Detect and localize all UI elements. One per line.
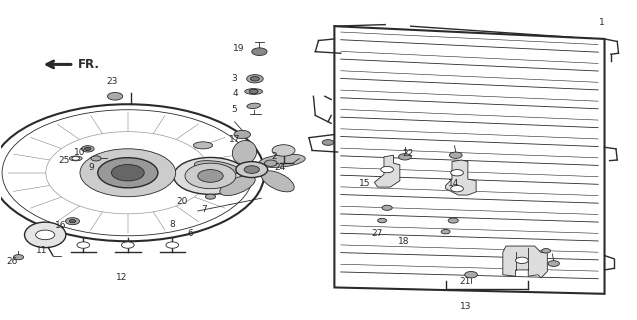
Text: 3: 3 bbox=[232, 74, 238, 83]
Circle shape bbox=[448, 218, 459, 223]
Circle shape bbox=[80, 149, 176, 197]
Circle shape bbox=[244, 166, 259, 173]
Text: 27: 27 bbox=[371, 229, 383, 238]
Circle shape bbox=[166, 242, 178, 248]
Ellipse shape bbox=[259, 154, 305, 167]
Circle shape bbox=[515, 257, 528, 264]
Circle shape bbox=[541, 249, 550, 253]
Text: 25: 25 bbox=[59, 156, 70, 165]
Text: 15: 15 bbox=[359, 180, 370, 188]
Text: 16: 16 bbox=[55, 221, 67, 230]
Ellipse shape bbox=[233, 140, 257, 164]
Text: 1: 1 bbox=[599, 19, 605, 28]
Circle shape bbox=[247, 75, 263, 83]
Ellipse shape bbox=[69, 156, 82, 161]
Text: 7: 7 bbox=[201, 205, 207, 214]
Text: 21: 21 bbox=[459, 277, 470, 286]
Circle shape bbox=[91, 156, 101, 161]
Text: 12: 12 bbox=[116, 273, 127, 282]
Text: 14: 14 bbox=[448, 180, 459, 188]
Circle shape bbox=[2, 110, 254, 236]
Text: 11: 11 bbox=[36, 246, 48, 255]
Circle shape bbox=[111, 164, 144, 181]
Circle shape bbox=[322, 140, 334, 145]
Circle shape bbox=[441, 229, 450, 234]
Circle shape bbox=[464, 271, 477, 278]
Text: 18: 18 bbox=[398, 237, 410, 246]
Text: 20: 20 bbox=[176, 197, 187, 206]
Text: 26: 26 bbox=[6, 258, 18, 267]
Circle shape bbox=[451, 186, 464, 192]
Circle shape bbox=[36, 230, 55, 240]
Circle shape bbox=[46, 132, 210, 214]
Text: 5: 5 bbox=[232, 105, 238, 114]
Circle shape bbox=[77, 242, 90, 248]
Circle shape bbox=[197, 170, 223, 182]
Ellipse shape bbox=[194, 142, 213, 149]
Circle shape bbox=[382, 205, 392, 210]
Text: 6: 6 bbox=[187, 229, 193, 238]
Text: FR.: FR. bbox=[78, 58, 100, 71]
Circle shape bbox=[108, 92, 123, 100]
Circle shape bbox=[249, 89, 258, 94]
Circle shape bbox=[272, 145, 295, 156]
Circle shape bbox=[250, 76, 259, 81]
Circle shape bbox=[69, 220, 76, 223]
Circle shape bbox=[82, 146, 94, 152]
Circle shape bbox=[72, 156, 80, 160]
Text: 23: 23 bbox=[106, 77, 118, 86]
Circle shape bbox=[13, 255, 24, 260]
Circle shape bbox=[451, 170, 464, 176]
Circle shape bbox=[236, 162, 268, 178]
Text: 13: 13 bbox=[460, 302, 472, 311]
Text: 19: 19 bbox=[233, 44, 245, 53]
Text: 8: 8 bbox=[169, 220, 175, 229]
Circle shape bbox=[173, 157, 247, 195]
Circle shape bbox=[264, 160, 277, 166]
Circle shape bbox=[97, 158, 158, 188]
Circle shape bbox=[122, 242, 134, 248]
Circle shape bbox=[399, 154, 412, 160]
Circle shape bbox=[381, 166, 394, 173]
Circle shape bbox=[205, 194, 215, 199]
Circle shape bbox=[252, 48, 267, 55]
Ellipse shape bbox=[25, 222, 66, 248]
Text: 10: 10 bbox=[75, 148, 86, 156]
Text: 17: 17 bbox=[229, 135, 240, 144]
Polygon shape bbox=[503, 246, 547, 278]
Text: 2: 2 bbox=[271, 152, 277, 161]
Text: 9: 9 bbox=[89, 163, 94, 172]
Ellipse shape bbox=[220, 176, 255, 196]
Circle shape bbox=[548, 261, 559, 267]
Circle shape bbox=[185, 163, 236, 189]
Polygon shape bbox=[446, 160, 476, 195]
Circle shape bbox=[85, 147, 91, 150]
Ellipse shape bbox=[261, 171, 294, 192]
Text: 4: 4 bbox=[233, 89, 239, 98]
Ellipse shape bbox=[247, 103, 261, 108]
Text: 22: 22 bbox=[402, 149, 413, 158]
Circle shape bbox=[66, 218, 80, 225]
Polygon shape bbox=[375, 155, 400, 187]
Ellipse shape bbox=[245, 89, 262, 94]
Circle shape bbox=[0, 104, 264, 241]
Polygon shape bbox=[334, 26, 605, 294]
Ellipse shape bbox=[194, 161, 240, 175]
Text: 24: 24 bbox=[275, 163, 286, 172]
Circle shape bbox=[378, 218, 387, 223]
Circle shape bbox=[234, 130, 250, 139]
Circle shape bbox=[450, 152, 462, 158]
